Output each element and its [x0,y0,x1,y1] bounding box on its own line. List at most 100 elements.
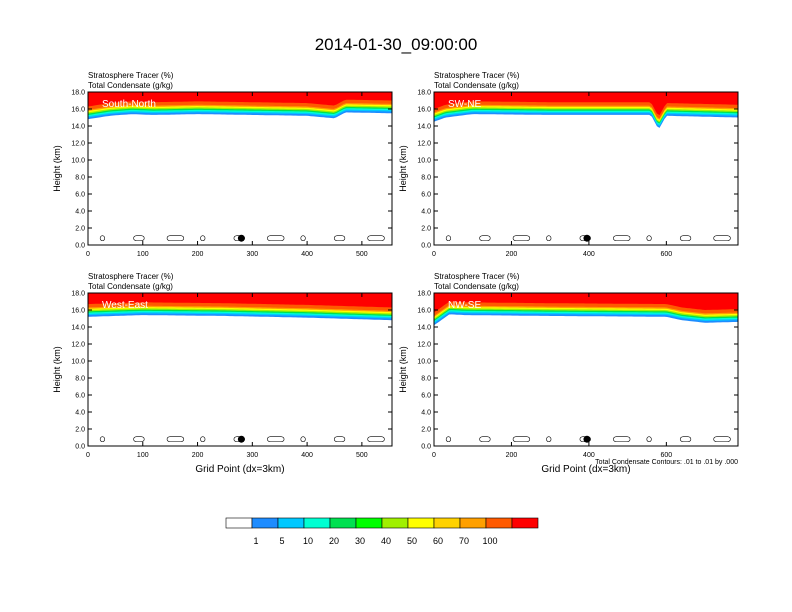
y-tick-label: 10.0 [417,158,431,165]
cloud-contour [99,436,106,443]
colorbar-swatch [511,517,539,529]
cross-section-label: South-North [102,99,156,110]
panel-subtitle-tracer: Stratosphere Tracer (%) [88,71,174,80]
plot-frame [433,91,739,246]
location-marker [583,435,591,443]
x-tick-label: 200 [192,452,204,459]
cloud-contour [333,436,346,443]
location-marker [237,234,245,242]
plot-frame [433,292,739,447]
cloud-contour [646,235,652,242]
colorbar-swatch [355,517,383,529]
tracer-band-8 [434,92,738,116]
y-tick-label: 6.0 [75,393,85,400]
plot-frame [87,292,393,447]
y-tick-label: 12.0 [417,342,431,349]
cloud-contour [367,436,385,443]
x-tick-label: 100 [137,251,149,258]
cloud-contour [267,235,285,242]
panel-bottom-right: 0 200 400 600 0.0 2.0 4.0 6.0 8.0 10.0 12.0 14.0 16.… [398,272,739,475]
y-tick-label: 14.0 [71,325,85,332]
y-tick-label: 0.0 [75,444,85,451]
y-tick-label: 16.0 [71,107,85,114]
cloud-contour [200,436,206,443]
y-tick-label: 10.0 [71,359,85,366]
y-tick-label: 8.0 [421,175,431,182]
cloud-contour [133,235,145,242]
tracer-band-8 [88,293,392,308]
colorbar-label: 50 [407,536,417,546]
x-axis-label: Grid Point (dx=3km) [195,464,284,475]
cloud-contour [133,436,145,443]
x-tick-label: 400 [583,452,595,459]
tracer-band-8 [88,92,392,107]
condensate-contours [445,436,731,443]
condensate-contours [445,235,731,242]
condensate-contours [99,235,385,242]
panel-subtitle-tracer: Stratosphere Tracer (%) [434,272,520,281]
y-tick-label: 8.0 [75,175,85,182]
cloud-contour [166,436,185,443]
cloud-contour [445,436,452,443]
cloud-contour [613,235,631,242]
panel-bottom-left: 0 100 200 300 400 500 0.0 2.0 4.0 6.0 8.0 10.0 12.0 1… [52,272,393,475]
y-tick-label: 4.0 [75,410,85,417]
colorbar-label: 20 [329,536,339,546]
colorbar-label: 60 [433,536,443,546]
panel-subtitle-condensate: Total Condensate (g/kg) [434,282,519,291]
y-axis-label: Height (km) [398,346,408,393]
cloud-contour [546,436,552,443]
cloud-contour [200,235,206,242]
tracer-field [434,92,738,128]
x-tick-label: 600 [661,452,673,459]
panel-subtitle-condensate: Total Condensate (g/kg) [88,81,173,90]
x-tick-label: 200 [506,452,518,459]
location-marker [237,435,245,443]
y-axis-label: Height (km) [398,145,408,192]
colorbar-swatch [433,517,461,529]
x-tick-label: 300 [246,251,258,258]
location-marker [583,234,591,242]
x-tick-label: 400 [583,251,595,258]
colorbar-swatch [459,517,487,529]
y-tick-label: 18.0 [71,90,85,97]
panel-top-right: 0 200 400 600 0.0 2.0 4.0 6.0 8.0 10.0 12.0 14.0 16.… [398,71,739,258]
cloud-contour [512,436,531,443]
y-tick-label: 16.0 [71,308,85,315]
panel-top-left: 0 100 200 300 400 500 0.0 2.0 4.0 6.0 8.0 10.0 12.0 1… [52,71,393,258]
panels: 0 100 200 300 400 500 0.0 2.0 4.0 6.0 8.0 10.0 12.0 1… [52,71,739,475]
cloud-contour [367,235,385,242]
panel-subtitle-condensate: Total Condensate (g/kg) [88,282,173,291]
x-tick-label: 400 [301,452,313,459]
y-tick-label: 12.0 [71,141,85,148]
tracer-field [88,293,392,321]
y-tick-label: 12.0 [417,141,431,148]
cloud-contour [512,235,531,242]
cloud-contour [679,436,692,443]
y-tick-label: 4.0 [75,209,85,216]
y-tick-label: 0.0 [421,243,431,250]
y-tick-label: 0.0 [421,444,431,451]
y-tick-label: 18.0 [417,291,431,298]
y-tick-label: 2.0 [75,226,85,233]
x-tick-label: 300 [246,452,258,459]
cloud-contour [267,436,285,443]
contour-note: Total Condensate Contours: .01 to .01 by… [595,459,738,466]
colorbar-label: 30 [355,536,365,546]
cloud-contour [99,235,106,242]
panel-subtitle-tracer: Stratosphere Tracer (%) [434,71,520,80]
cross-section-label: West-East [102,300,148,311]
x-tick-label: 100 [137,452,149,459]
y-tick-label: 2.0 [421,226,431,233]
panel-subtitle-tracer: Stratosphere Tracer (%) [88,272,174,281]
y-tick-label: 6.0 [421,192,431,199]
plot-frame [87,91,393,246]
cloud-contour [613,436,631,443]
cloud-contour [445,235,452,242]
colorbar-swatch [303,517,331,529]
cloud-contour [479,436,491,443]
y-tick-label: 14.0 [417,124,431,131]
x-tick-label: 200 [506,251,518,258]
tracer-field [434,293,738,326]
